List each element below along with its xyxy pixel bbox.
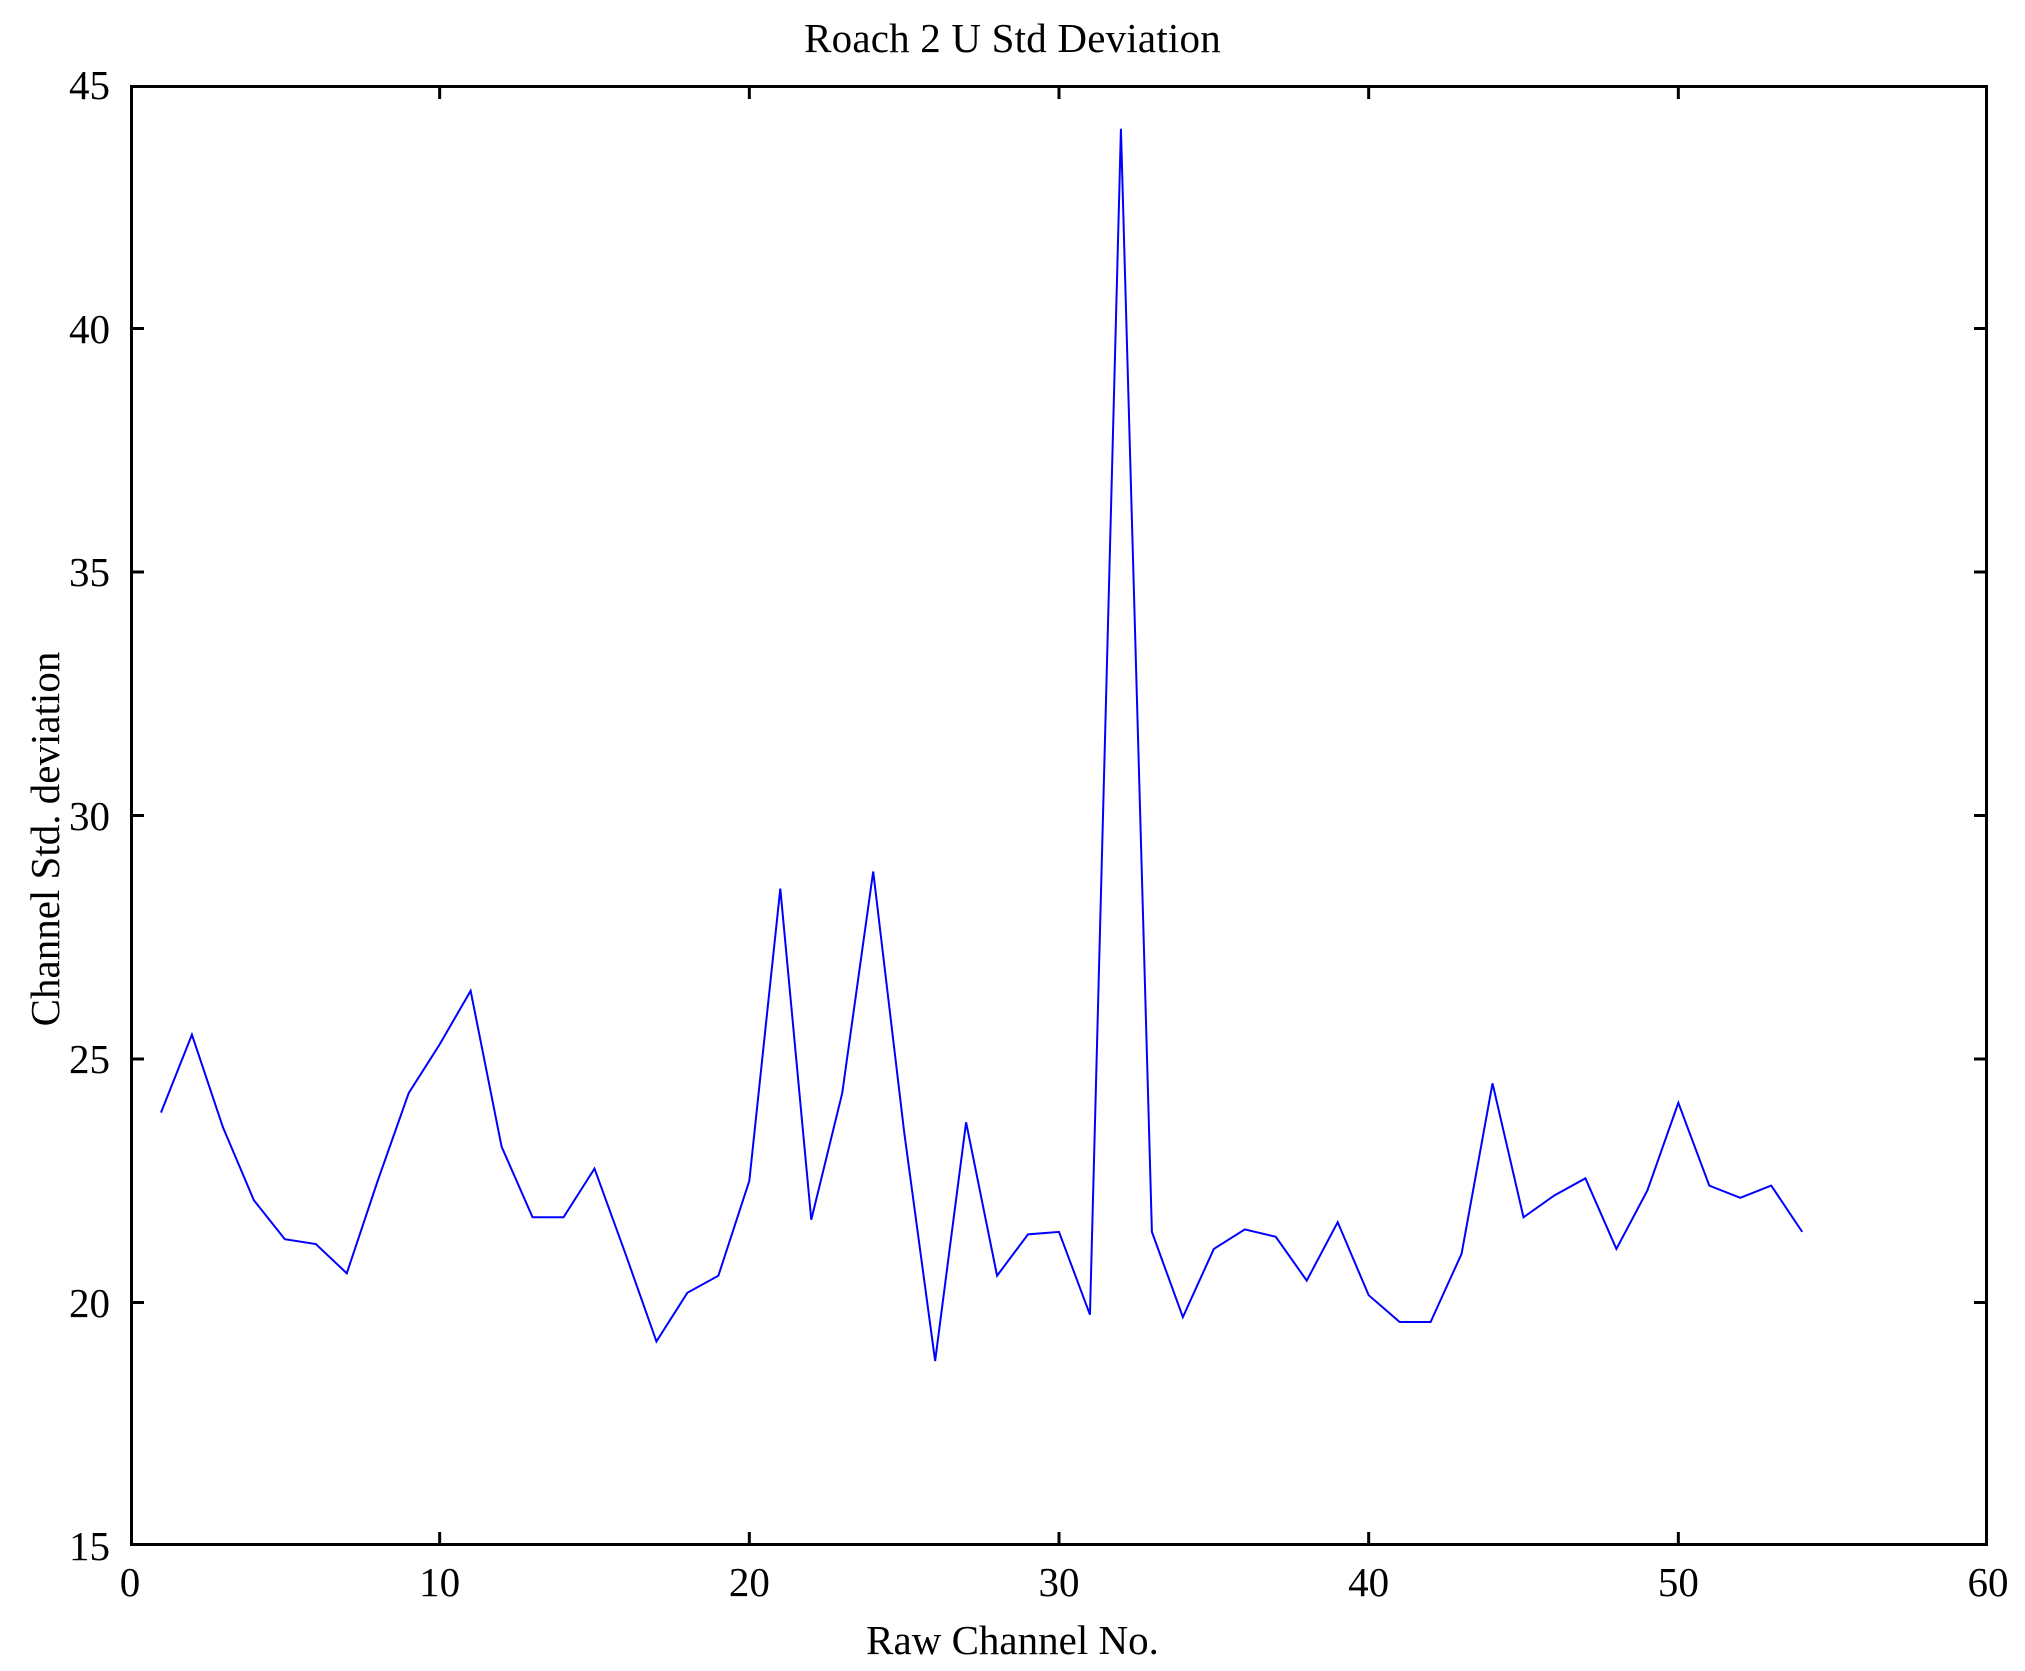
axis-tick-marks bbox=[130, 85, 1988, 1546]
x-axis-label: Raw Channel No. bbox=[866, 1617, 1159, 1663]
y-tick-label: 40 bbox=[69, 305, 110, 352]
x-tick-label: 60 bbox=[1967, 1559, 2009, 1605]
x-tick-label: 30 bbox=[1038, 1559, 1080, 1605]
y-axis-label: Channel Std. deviation bbox=[22, 651, 68, 1027]
chart-title: Roach 2 U Std Deviation bbox=[804, 15, 1221, 61]
series-line-0 bbox=[161, 129, 1802, 1361]
x-tick-label: 0 bbox=[119, 1559, 141, 1605]
plot-area bbox=[130, 85, 1988, 1546]
y-tick-label: 45 bbox=[69, 62, 110, 108]
y-tick-label: 20 bbox=[69, 1279, 110, 1326]
x-tick-label: 20 bbox=[728, 1559, 770, 1605]
x-tick-label: 50 bbox=[1657, 1559, 1699, 1605]
x-tick-label: 40 bbox=[1348, 1559, 1390, 1605]
data-series-line bbox=[161, 129, 1802, 1361]
y-tick-label: 25 bbox=[69, 1036, 110, 1082]
y-tick-label: 35 bbox=[69, 549, 110, 595]
x-tick-label: 10 bbox=[419, 1559, 461, 1605]
y-tick-label: 15 bbox=[69, 1523, 110, 1569]
y-tick-label: 30 bbox=[69, 792, 110, 839]
